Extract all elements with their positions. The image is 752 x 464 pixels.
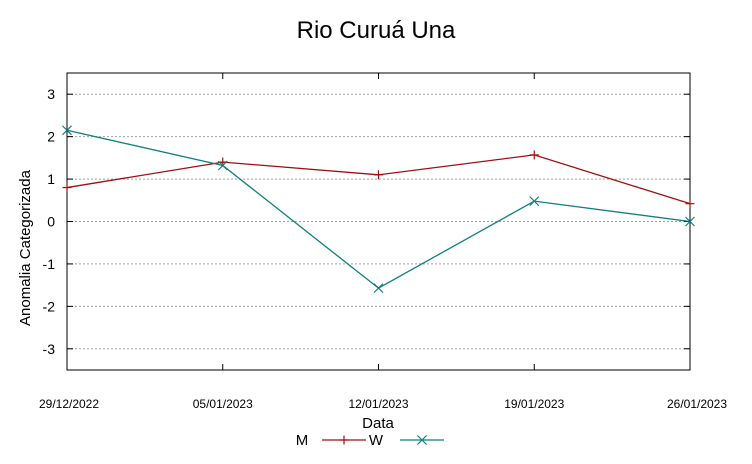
y-tick-label: 0	[47, 214, 55, 230]
y-tick-label: 2	[47, 129, 55, 145]
series-line-W	[66, 129, 691, 289]
marker-stroke	[529, 196, 540, 207]
legend-label-W: W	[369, 432, 384, 449]
data-point-M	[62, 183, 72, 193]
x-tick-label: 12/01/2023	[348, 397, 408, 411]
legend-marker-M	[339, 435, 349, 445]
marker-stroke	[62, 125, 72, 136]
data-point-W	[529, 196, 540, 207]
y-tick-label: -2	[43, 298, 56, 314]
chart-title: Rio Curuá Una	[297, 17, 456, 44]
data-point-M	[685, 199, 695, 209]
data-point-W	[685, 216, 695, 227]
x-axis-label: Data	[362, 415, 394, 432]
marker-stroke	[217, 160, 228, 171]
data-point-W	[217, 160, 228, 171]
y-axis-label: Anomalia Categorizada	[17, 169, 34, 326]
marker-stroke	[685, 216, 695, 227]
legend-label-M: M	[296, 432, 309, 449]
x-tick-label: 26/01/2023	[667, 397, 727, 411]
y-tick-label: 1	[47, 171, 55, 187]
data-point-M	[374, 170, 383, 180]
data-point-M	[529, 150, 539, 160]
x-tick-label: 19/01/2023	[504, 397, 564, 411]
data-point-W	[373, 283, 384, 294]
y-tick-label: -3	[43, 341, 56, 357]
legend-marker-W	[417, 435, 427, 445]
marker-stroke	[417, 435, 427, 445]
marker-stroke	[373, 283, 384, 294]
plot-area: 3 2 1 0 -1 -2 -3 29/12/2022 05/01/2023 12/01/2023…	[39, 72, 727, 411]
data-point-W	[62, 125, 72, 136]
y-tick-label: -1	[43, 256, 56, 272]
x-tick-label: 05/01/2023	[193, 397, 253, 411]
x-tick-label: 29/12/2022	[39, 397, 99, 411]
y-tick-label: 3	[47, 86, 55, 102]
